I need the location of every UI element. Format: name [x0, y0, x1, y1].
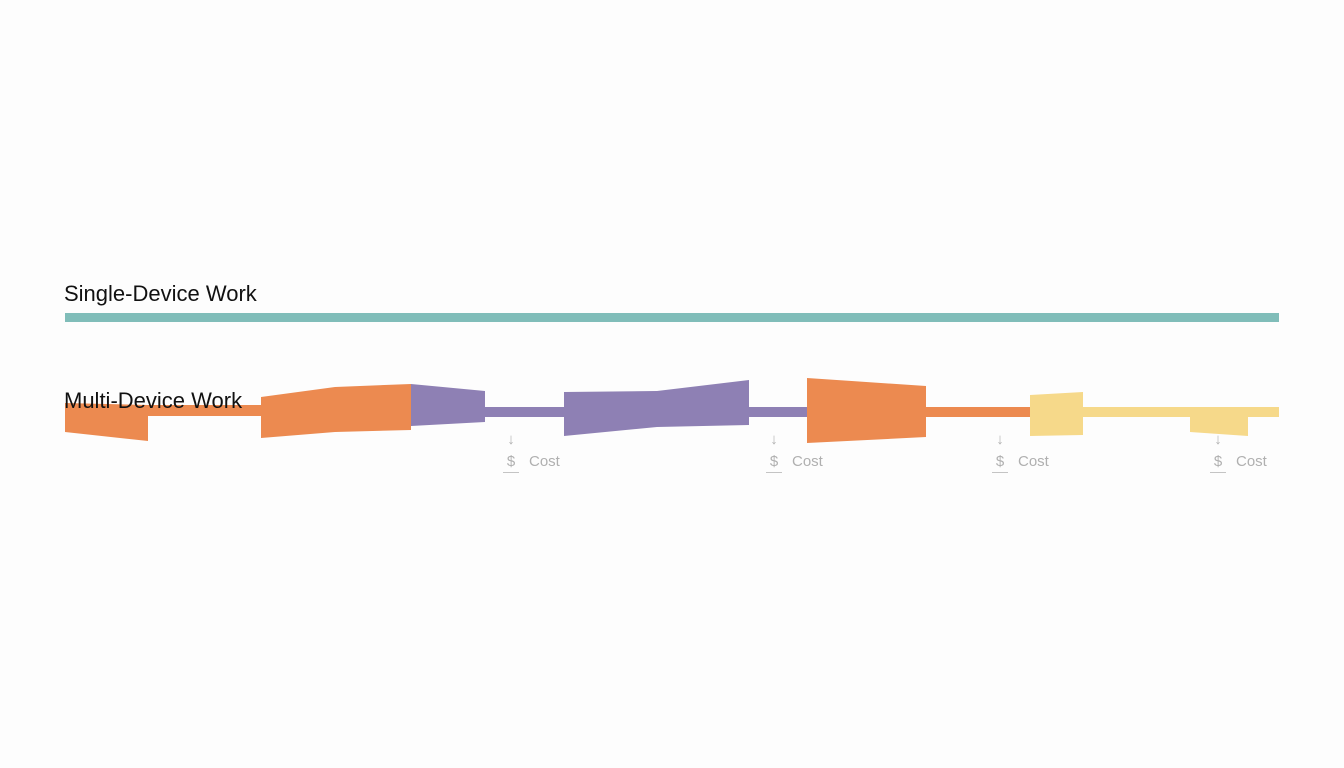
arrow-down-icon: ↓ — [507, 431, 515, 448]
purple-segment-2 — [564, 380, 749, 436]
yellow-segment-1 — [1030, 392, 1083, 436]
purple-thin-band-2 — [748, 407, 808, 417]
orange-thin-band-1 — [147, 405, 262, 416]
dollar-icon: $ — [766, 453, 782, 473]
yellow-segment-2 — [1190, 416, 1248, 436]
orange-segment-3 — [807, 378, 926, 443]
dollar-icon: $ — [503, 453, 519, 473]
single-device-bar — [65, 313, 1279, 322]
cost-label: Cost — [1236, 453, 1267, 470]
arrow-down-icon: ↓ — [996, 431, 1004, 448]
arrow-down-icon: ↓ — [770, 431, 778, 448]
dollar-icon: $ — [1210, 453, 1226, 473]
arrow-down-icon: ↓ — [1214, 431, 1222, 448]
cost-label: Cost — [529, 453, 560, 470]
purple-thin-band-1 — [484, 407, 565, 417]
orange-segment-2 — [261, 384, 411, 438]
orange-thin-band-2 — [925, 407, 1031, 417]
orange-segment-1 — [65, 403, 148, 441]
yellow-thin-band — [1082, 407, 1279, 417]
dollar-icon: $ — [992, 453, 1008, 473]
purple-segment-1 — [411, 384, 485, 426]
multi-device-title: Multi-Device Work — [64, 388, 243, 413]
cost-label: Cost — [1018, 453, 1049, 470]
cost-label: Cost — [792, 453, 823, 470]
single-device-title: Single-Device Work — [64, 281, 257, 306]
